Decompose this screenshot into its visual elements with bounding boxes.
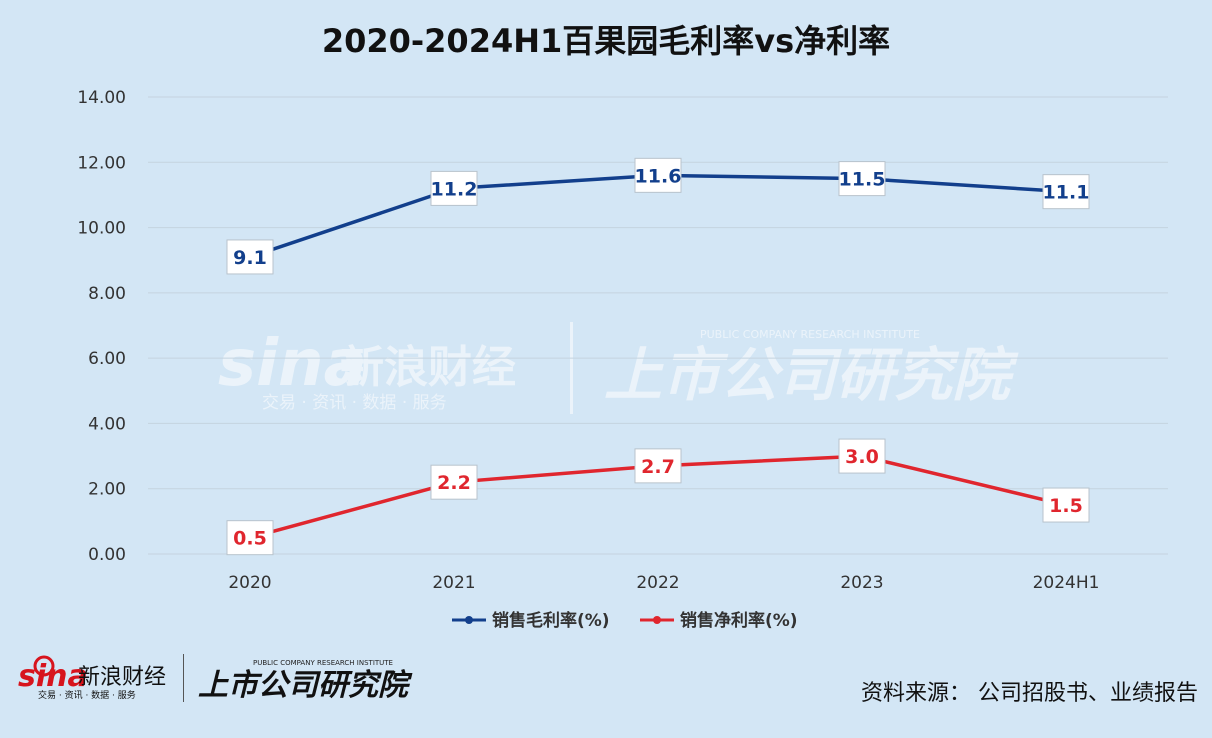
data-label-box bbox=[226, 520, 274, 556]
watermark-brand-sub: 交易 · 资讯 · 数据 · 服务 bbox=[262, 393, 447, 413]
x-axis: 2020 2021 2022 2023 2024H1 bbox=[228, 573, 1099, 593]
y-axis: 0.00 2.00 4.00 6.00 8.00 10.00 12.00 14.00 bbox=[77, 88, 126, 565]
data-label: 3.0 bbox=[845, 446, 879, 468]
watermark: sina 新浪财经 交易 · 资讯 · 数据 · 服务 PUBLIC COMPA… bbox=[218, 322, 1019, 414]
y-tick-label: 14.00 bbox=[77, 88, 126, 108]
x-tick-label: 2023 bbox=[840, 573, 883, 593]
footer-logo: sina 新浪财经 交易 · 资讯 · 数据 · 服务 PUBLIC COMPA… bbox=[18, 652, 418, 704]
y-tick-label: 8.00 bbox=[88, 284, 126, 304]
data-label: 2.7 bbox=[641, 456, 675, 478]
footer-brand-sub: 交易 · 资讯 · 数据 · 服务 bbox=[38, 689, 136, 701]
data-label: 11.5 bbox=[839, 169, 886, 191]
legend: 销售毛利率(%) 销售净利率(%) bbox=[452, 610, 798, 631]
source-note: 资料来源： 公司招股书、业绩报告 bbox=[861, 681, 1198, 706]
y-tick-label: 6.00 bbox=[88, 349, 126, 369]
data-label-box bbox=[1042, 487, 1090, 523]
footer-institute-cn: 上市公司研究院 bbox=[198, 668, 413, 703]
legend-label: 销售净利率(%) bbox=[680, 610, 798, 631]
watermark-institute-en: PUBLIC COMPANY RESEARCH INSTITUTE bbox=[700, 328, 920, 341]
x-tick-label: 2024H1 bbox=[1033, 573, 1100, 593]
data-label-box bbox=[226, 239, 274, 275]
data-label: 2.2 bbox=[437, 472, 471, 494]
data-label-box bbox=[838, 438, 886, 474]
x-tick-label: 2020 bbox=[228, 573, 271, 593]
x-tick-label: 2022 bbox=[636, 573, 679, 593]
series-layer: 9.1 11.2 11.6 11.5 11.1 0.5 2.2 2.7 3.0 1.5 bbox=[226, 157, 1090, 556]
y-tick-label: 10.00 bbox=[77, 219, 126, 239]
data-label-box bbox=[634, 448, 682, 484]
y-tick-label: 2.00 bbox=[88, 480, 126, 500]
data-label: 0.5 bbox=[233, 528, 267, 550]
sina-eye-icon bbox=[33, 655, 55, 677]
footer-brand-latin: sina bbox=[18, 659, 88, 694]
y-tick-label: 4.00 bbox=[88, 414, 126, 434]
legend-label: 销售毛利率(%) bbox=[492, 610, 610, 631]
footer-divider bbox=[183, 654, 184, 702]
data-label-box bbox=[838, 161, 886, 197]
data-label-box bbox=[430, 464, 478, 500]
data-label-box bbox=[1042, 174, 1090, 210]
watermark-brand-latin: sina bbox=[218, 327, 367, 401]
watermark-brand-cn: 新浪财经 bbox=[340, 342, 516, 393]
data-label-box bbox=[634, 157, 682, 193]
watermark-divider bbox=[570, 322, 573, 414]
y-tick-label: 0.00 bbox=[88, 545, 126, 565]
legend-marker bbox=[465, 616, 473, 624]
data-label-box bbox=[430, 170, 478, 206]
chart-title: 2020-2024H1百果园毛利率vs净利率 bbox=[322, 22, 890, 60]
legend-marker bbox=[653, 616, 661, 624]
watermark-institute-cn: 上市公司研究院 bbox=[604, 341, 1019, 409]
data-label: 9.1 bbox=[233, 247, 267, 269]
y-tick-label: 12.00 bbox=[77, 153, 126, 173]
footer-institute-en: PUBLIC COMPANY RESEARCH INSTITUTE bbox=[253, 659, 393, 667]
data-label: 1.5 bbox=[1049, 495, 1083, 517]
data-label: 11.2 bbox=[431, 178, 478, 200]
x-tick-label: 2021 bbox=[432, 573, 475, 593]
data-label: 11.1 bbox=[1043, 182, 1090, 204]
footer-brand-cn: 新浪财经 bbox=[78, 665, 166, 690]
grid bbox=[148, 96, 1168, 555]
data-label: 11.6 bbox=[635, 165, 682, 187]
